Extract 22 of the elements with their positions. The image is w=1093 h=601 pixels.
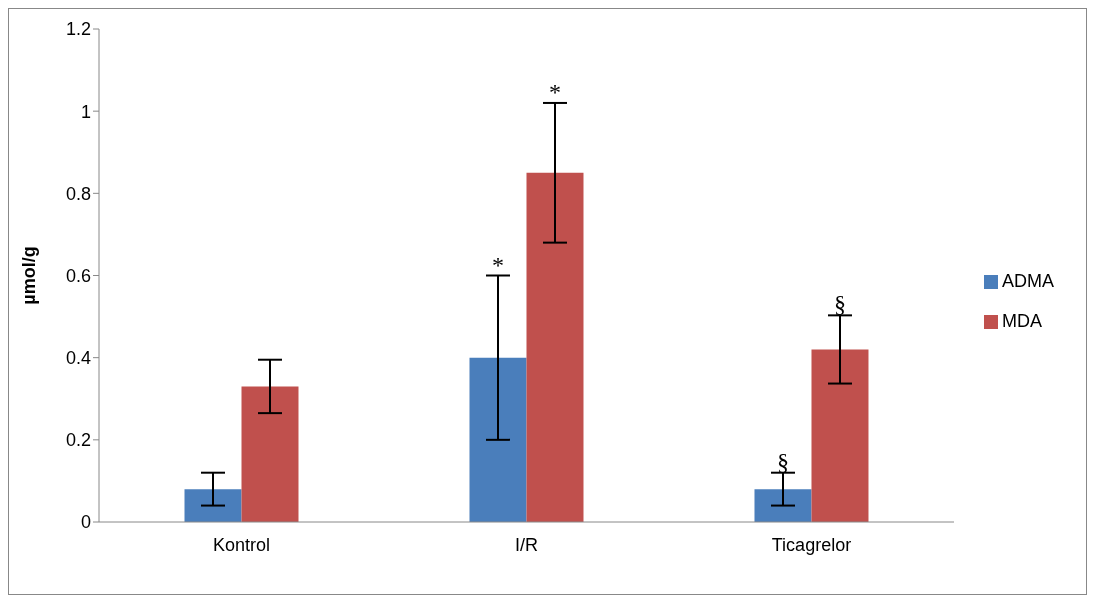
annotation: *	[491, 251, 504, 278]
x-tick-label: Ticagrelor	[771, 534, 852, 555]
bar	[184, 489, 242, 522]
legend-label: ADMA	[1001, 270, 1054, 291]
legend-label: MDA	[1001, 310, 1042, 331]
bar	[241, 386, 299, 522]
y-tick-label: 0.2	[65, 430, 91, 451]
bar	[469, 357, 527, 522]
annotation: *	[548, 78, 561, 105]
bar	[526, 172, 584, 522]
x-tick-label: Kontrol	[212, 534, 271, 555]
y-tick-label: 0.4	[65, 348, 91, 369]
bar	[754, 489, 812, 522]
y-tick-label: 1	[80, 101, 91, 122]
y-axis-title: µmol/g	[19, 246, 40, 305]
annotation: §	[833, 291, 846, 318]
y-tick-label: 0	[80, 512, 91, 533]
y-tick-label: 0.6	[65, 265, 91, 286]
y-tick-label: 1.2	[65, 19, 91, 40]
y-tick-label: 0.8	[65, 183, 91, 204]
x-tick-label: I/R	[514, 534, 538, 555]
bar	[811, 349, 869, 522]
